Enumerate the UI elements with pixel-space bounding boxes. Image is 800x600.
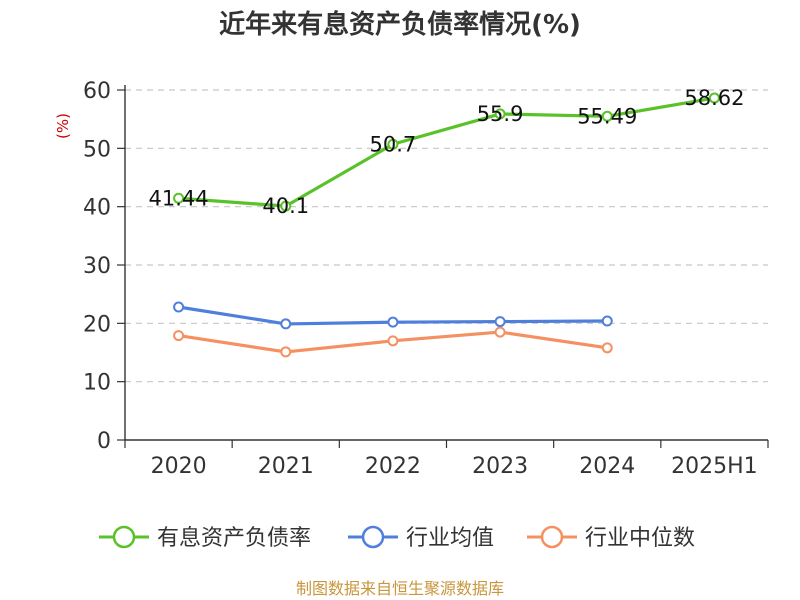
data-label: 40.1	[262, 194, 309, 218]
legend: 有息资产负债率 行业均值 行业中位数	[99, 525, 695, 551]
series-group	[173, 92, 720, 358]
data-point	[173, 192, 185, 204]
y-tick-label: 30	[83, 254, 111, 279]
x-tick-label: 2023	[472, 454, 528, 479]
data-label: 58.62	[684, 86, 744, 110]
data-point	[280, 318, 292, 330]
data-point	[708, 92, 720, 104]
x-tick-label: 2021	[258, 454, 314, 479]
data-point	[387, 316, 399, 328]
y-tick-label: 60	[83, 79, 111, 104]
legend-marker	[361, 525, 385, 549]
y-axis-label: (%)	[54, 113, 72, 139]
legend-marker	[112, 525, 136, 549]
data-point	[173, 301, 185, 313]
data-point	[280, 346, 292, 358]
data-point	[387, 335, 399, 347]
data-point	[601, 315, 613, 327]
y-tick-label: 50	[83, 137, 111, 162]
data-label: 55.9	[477, 102, 524, 126]
legend-label: 行业均值	[406, 526, 494, 551]
source-note: 制图数据来自恒生聚源数据库	[296, 579, 504, 598]
x-tick-label: 2024	[579, 454, 635, 479]
data-point	[601, 342, 613, 354]
y-tick-label: 10	[83, 371, 111, 396]
x-tick-label: 2022	[365, 454, 421, 479]
data-point	[280, 200, 292, 212]
y-tick-label: 20	[83, 312, 111, 337]
data-point	[387, 138, 399, 150]
x-tick-label: 2025H1	[671, 454, 758, 479]
data-point	[173, 330, 185, 342]
data-point	[601, 110, 613, 122]
legend-marker	[540, 525, 564, 549]
data-labels: 41.44 40.1 50.7 55.9 55.49 58.62	[149, 86, 745, 218]
data-point	[494, 316, 506, 328]
data-label: 55.49	[577, 104, 637, 128]
chart-title: 近年来有息资产负债率情况(%)	[219, 9, 581, 40]
legend-label: 行业中位数	[585, 526, 695, 551]
data-point	[494, 108, 506, 120]
data-point	[494, 326, 506, 338]
legend-label: 有息资产负债率	[157, 526, 311, 551]
y-tick-label: 40	[83, 196, 111, 221]
axes: 0 10 20 30 40 50 60 2020 2021 2022 2023 2024 2025H1	[83, 79, 769, 479]
data-label: 41.44	[149, 186, 209, 210]
data-label: 50.7	[370, 132, 417, 156]
series-line-1	[178, 96, 715, 208]
y-tick-label: 0	[97, 429, 111, 454]
x-tick-label: 2020	[151, 454, 207, 479]
